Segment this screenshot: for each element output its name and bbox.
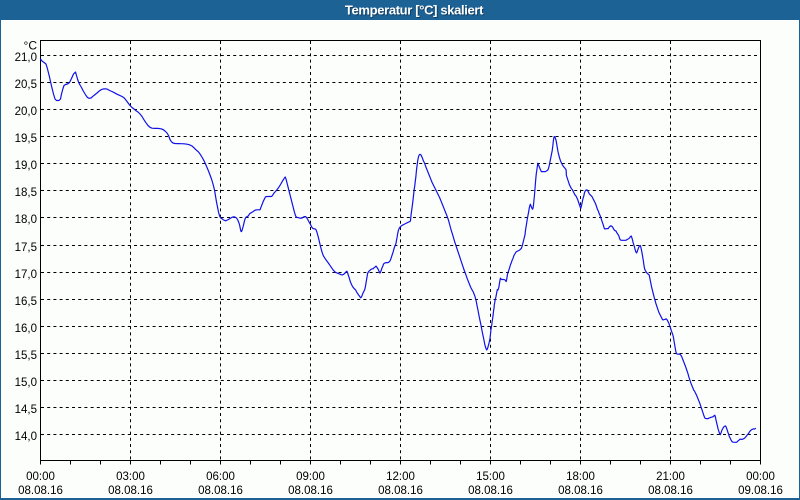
svg-text:06:00: 06:00 <box>206 471 235 483</box>
svg-text:19,0: 19,0 <box>15 160 37 172</box>
svg-text:21,0: 21,0 <box>15 52 37 64</box>
svg-text:15,0: 15,0 <box>15 377 37 389</box>
svg-text:17,0: 17,0 <box>15 269 37 281</box>
svg-text:03:00: 03:00 <box>116 471 145 483</box>
svg-text:00:00: 00:00 <box>26 471 55 483</box>
svg-text:00:00: 00:00 <box>746 471 775 483</box>
svg-text:18,0: 18,0 <box>15 214 37 226</box>
svg-text:09.08.16: 09.08.16 <box>738 485 783 497</box>
svg-text:Temperatur [°C] skaliert: Temperatur [°C] skaliert <box>346 4 485 19</box>
svg-text:14,0: 14,0 <box>15 431 37 443</box>
svg-text:19,5: 19,5 <box>15 133 37 145</box>
svg-text:08.08.16: 08.08.16 <box>288 485 333 497</box>
svg-text:09:00: 09:00 <box>296 471 325 483</box>
svg-text:20,5: 20,5 <box>15 79 37 91</box>
svg-text:14,5: 14,5 <box>15 404 37 416</box>
svg-text:15,5: 15,5 <box>15 350 37 362</box>
svg-text:08.08.16: 08.08.16 <box>18 485 63 497</box>
svg-text:16,5: 16,5 <box>15 296 37 308</box>
svg-text:08.08.16: 08.08.16 <box>468 485 513 497</box>
svg-text:12:00: 12:00 <box>386 471 415 483</box>
svg-text:08.08.16: 08.08.16 <box>198 485 243 497</box>
svg-text:Temperatur [°C] skaliert: Temperatur [°C] skaliert <box>345 3 484 18</box>
svg-text:21:00: 21:00 <box>656 471 685 483</box>
svg-text:°C: °C <box>24 39 38 53</box>
svg-text:08.08.16: 08.08.16 <box>378 485 423 497</box>
svg-text:18,5: 18,5 <box>15 187 37 199</box>
svg-text:08.08.16: 08.08.16 <box>558 485 603 497</box>
svg-text:08.08.16: 08.08.16 <box>108 485 153 497</box>
svg-text:20,0: 20,0 <box>15 106 37 118</box>
svg-text:08.08.16: 08.08.16 <box>648 485 693 497</box>
svg-text:16,0: 16,0 <box>15 323 37 335</box>
svg-text:17,5: 17,5 <box>15 242 37 254</box>
svg-text:18:00: 18:00 <box>566 471 595 483</box>
svg-text:15:00: 15:00 <box>476 471 505 483</box>
